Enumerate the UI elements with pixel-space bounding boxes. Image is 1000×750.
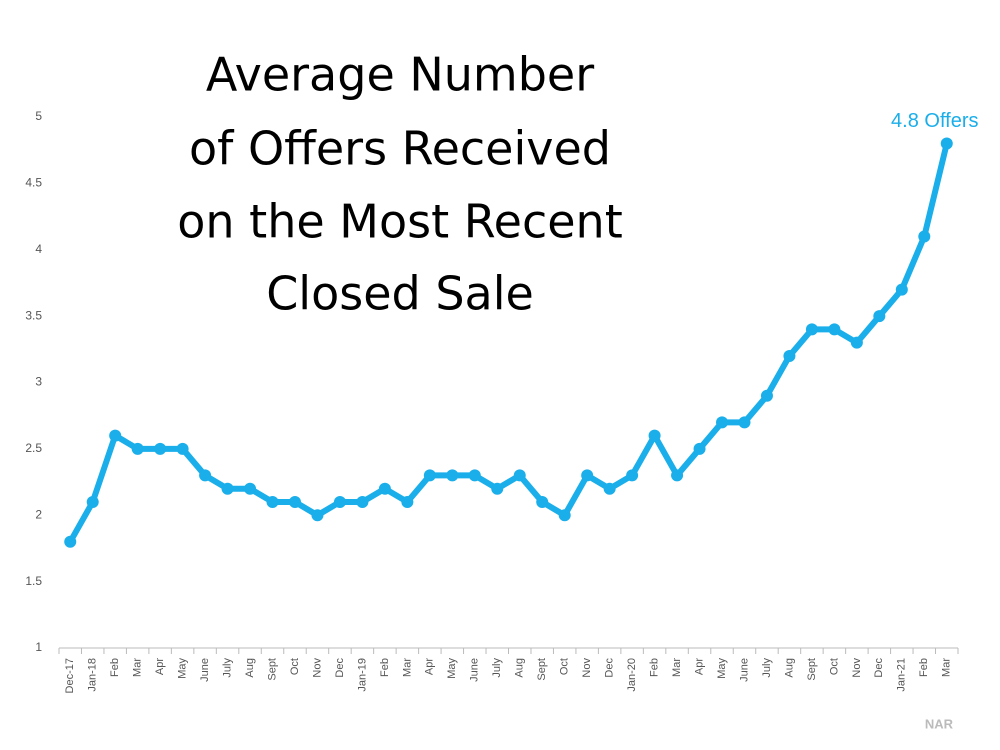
point	[536, 495, 549, 508]
point	[805, 323, 818, 336]
x-tick-label: Mar	[671, 658, 683, 677]
point	[738, 416, 751, 429]
y-tick-label: 4.5	[25, 176, 42, 190]
point	[513, 469, 526, 482]
x-tick-label: Feb	[648, 658, 660, 677]
x-tick-label: Dec	[873, 658, 885, 678]
x-tick-label: Mar	[401, 658, 413, 677]
x-tick-label: Jan-20	[626, 658, 638, 692]
x-tick-label: Oct	[289, 658, 301, 675]
x-tick-label: Jan-19	[356, 658, 368, 692]
point	[176, 442, 189, 455]
point	[783, 349, 796, 362]
x-tick-label: May	[446, 658, 458, 679]
point	[603, 482, 616, 495]
y-tick-label: 1	[35, 640, 42, 654]
point	[693, 442, 706, 455]
y-tick-label: 1.5	[25, 574, 42, 588]
point	[581, 469, 594, 482]
x-tick-label: Sept	[266, 658, 278, 681]
x-tick-label: Sept	[806, 658, 818, 681]
point	[716, 416, 729, 429]
x-tick-label: Nov	[311, 658, 323, 678]
point	[221, 482, 234, 495]
point	[918, 230, 931, 243]
x-tick-label: July	[491, 658, 503, 678]
chart-title: Average Number	[206, 48, 594, 102]
point	[626, 469, 639, 482]
point	[333, 495, 346, 508]
x-tick-label: Jan-21	[896, 658, 908, 692]
point	[401, 495, 414, 508]
point	[423, 469, 436, 482]
point	[356, 495, 369, 508]
x-tick-label: Feb	[918, 658, 930, 677]
y-tick-label: 2.5	[25, 441, 42, 455]
y-tick-label: 4	[35, 242, 42, 256]
x-tick-label: Dec-17	[64, 658, 76, 693]
point	[850, 336, 863, 349]
chart-title: of Offers Received	[189, 122, 611, 176]
point	[648, 429, 661, 442]
point	[154, 442, 167, 455]
point	[828, 323, 841, 336]
point	[491, 482, 504, 495]
x-tick-label: Apr	[154, 658, 166, 675]
point	[244, 482, 257, 495]
point	[446, 469, 459, 482]
x-tick-label: Aug	[244, 658, 256, 678]
x-tick-label: Apr	[424, 658, 436, 675]
x-tick-label: May	[177, 658, 189, 679]
x-tick-label: Dec	[334, 658, 346, 678]
y-tick-label: 3.5	[25, 308, 42, 322]
x-tick-label: Nov	[851, 658, 863, 678]
source: NAR	[925, 716, 954, 731]
point	[266, 495, 279, 508]
x-tick-label: June	[738, 658, 750, 682]
point	[288, 495, 301, 508]
x-tick-label: Dec	[604, 658, 616, 678]
x-tick-label: May	[716, 658, 728, 679]
x-tick-label: Apr	[693, 658, 705, 675]
point	[940, 137, 953, 150]
point	[311, 509, 324, 522]
point	[760, 389, 773, 402]
x-tick-label: June	[469, 658, 481, 682]
point	[468, 469, 481, 482]
point	[873, 310, 886, 323]
x-tick-label: Mar	[132, 658, 144, 677]
point	[199, 469, 212, 482]
x-tick-label: Aug	[783, 658, 795, 678]
annotation: 4.8 Offers	[891, 110, 978, 132]
x-tick-label: June	[199, 658, 211, 682]
y-tick-label: 2	[35, 507, 42, 521]
x-tick-label: Aug	[514, 658, 526, 678]
point	[558, 509, 571, 522]
x-tick-label: Jan-18	[87, 658, 99, 692]
chart-title: Closed Sale	[266, 267, 534, 321]
x-tick-label: Oct	[559, 658, 571, 675]
point	[131, 442, 144, 455]
x-tick-label: Sept	[536, 658, 548, 681]
x-tick-label: Nov	[581, 658, 593, 678]
x-tick-label: July	[761, 658, 773, 678]
line	[67, 142, 950, 544]
x-tick-label: Feb	[109, 658, 121, 677]
x-tick-label: July	[221, 658, 233, 678]
point	[378, 482, 391, 495]
point	[895, 283, 908, 296]
point	[109, 429, 122, 442]
y-tick-label: 3	[35, 375, 42, 389]
chart-title: on the Most Recent	[177, 195, 622, 249]
point	[64, 535, 77, 548]
point	[671, 469, 684, 482]
y-tick-label: 5	[35, 109, 42, 123]
point	[86, 495, 99, 508]
x-tick-label: Mar	[941, 658, 953, 677]
x-tick-label: Oct	[828, 658, 840, 675]
x-tick-label: Feb	[379, 658, 391, 677]
